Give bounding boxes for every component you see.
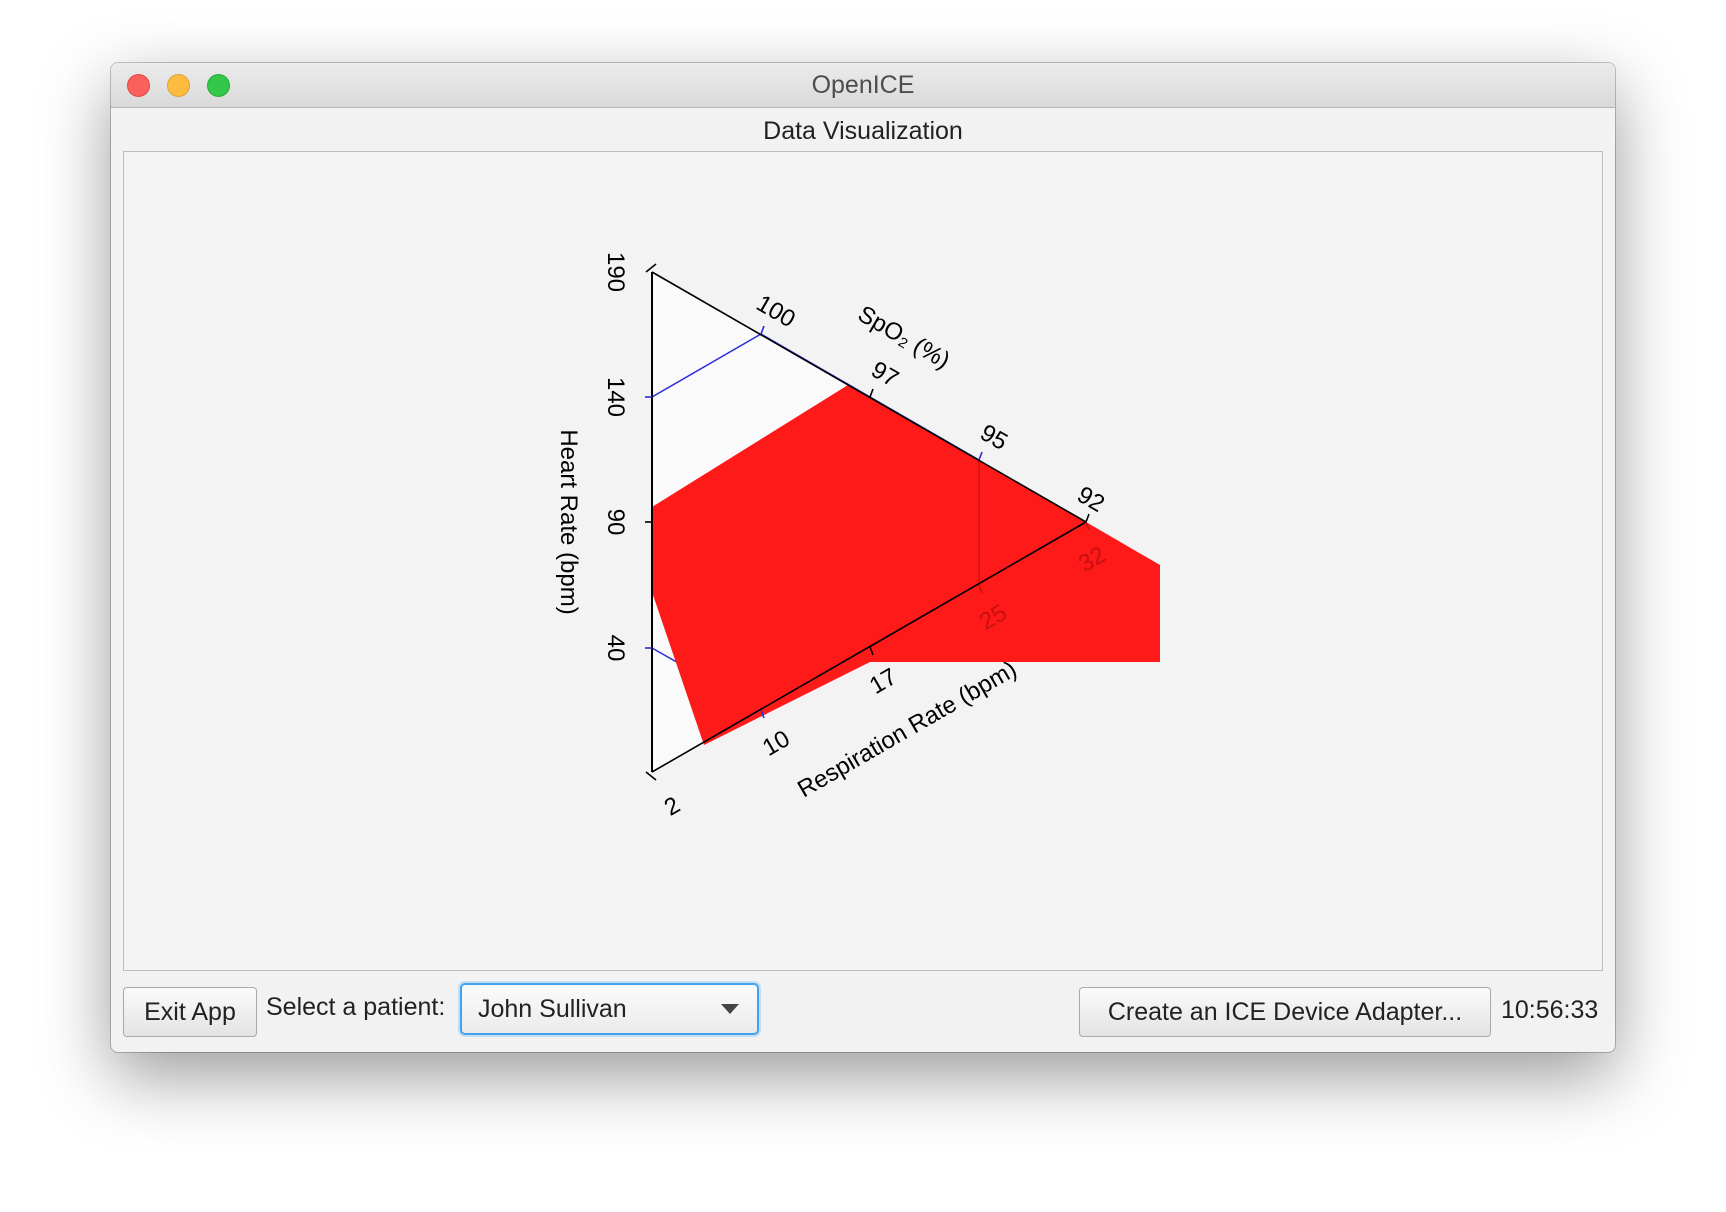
patient-select-label: Select a patient: [266,993,446,1021]
hr-tick-label: 190 [602,252,629,292]
spo2-tick-label: 100 [752,290,800,333]
axis-spo2 [651,271,1087,523]
spo2-tick-label: 92 [1072,481,1109,518]
title-bar: OpenICE [111,63,1615,108]
rr-tick-label: 10 [758,725,795,762]
rr-tick-label: 17 [865,663,902,700]
hr-tick-label: 90 [602,509,629,536]
zoom-window-button[interactable] [207,74,230,97]
create-device-adapter-button[interactable]: Create an ICE Device Adapter... [1079,987,1491,1037]
chevron-down-icon [721,1004,739,1014]
rr-tick-label: 2 [660,791,685,821]
axis-respiration [651,521,1087,773]
hr-tick-label: 40 [602,635,629,662]
hr-ticks [645,263,657,781]
spo2-axis-title: SpO₂ (%) [853,300,954,374]
spo2-tick-label: 95 [975,419,1012,456]
spo2-ticks [760,325,1090,523]
hr-axis-title: Heart Rate (bpm) [555,429,582,614]
close-window-button[interactable] [127,74,150,97]
clock: 10:56:33 [1501,996,1599,1024]
patient-region [652,385,1160,745]
guide-line-hr [651,333,762,398]
patient-select[interactable]: John Sullivan [460,983,759,1035]
visualization-panel: 190 140 90 40 Heart Rate (bpm) 100 97 95… [123,151,1603,971]
window-title: OpenICE [811,71,915,99]
exit-app-button[interactable]: Exit App [123,987,257,1037]
vitals-triangle-chart: 190 140 90 40 Heart Rate (bpm) 100 97 95… [555,252,1160,822]
rr-ticks [760,521,1090,719]
spo2-tick-label: 97 [866,356,903,393]
patient-select-value: John Sullivan [478,995,627,1023]
hr-tick-label: 140 [602,377,629,417]
app-window: OpenICE Data Visualization [111,63,1615,1052]
minimize-window-button[interactable] [167,74,190,97]
section-title: Data Visualization [763,117,963,145]
